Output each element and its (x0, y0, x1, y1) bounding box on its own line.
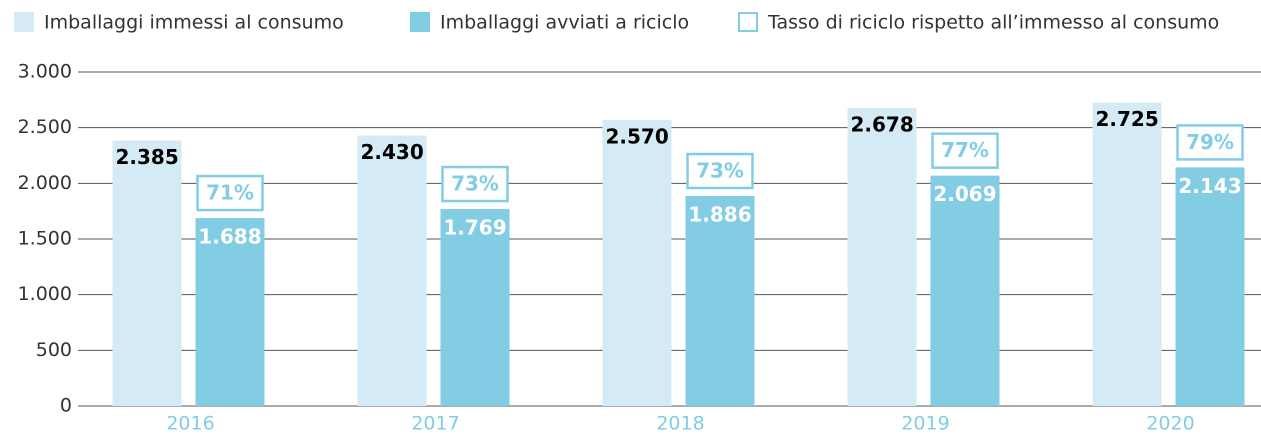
y-tick-label: 1.500 (18, 228, 72, 250)
rate-box (441, 165, 509, 203)
x-tick-label: 2020 (1146, 413, 1194, 435)
y-tick-label: 2.500 (18, 116, 72, 138)
bar (685, 196, 755, 406)
rate-box (1176, 124, 1244, 161)
data-label: 2.143 (1178, 174, 1241, 198)
bar (112, 140, 182, 406)
bar (1175, 167, 1245, 406)
data-label: 2.678 (851, 112, 914, 136)
data-label: 2.725 (1096, 107, 1159, 131)
y-tick-label: 1.000 (18, 283, 72, 305)
rate-label: 71% (206, 181, 254, 205)
legend-swatch (410, 12, 430, 32)
data-label: 1.886 (688, 203, 751, 227)
y-tick-label: 0 (60, 395, 72, 417)
bar (847, 107, 917, 406)
rate-label: 79% (1186, 130, 1234, 154)
bar (357, 135, 427, 406)
rate-label: 77% (941, 138, 989, 162)
legend-swatch (738, 12, 758, 32)
legend-label: Imballaggi immessi al consumo (44, 12, 344, 34)
data-label: 1.688 (198, 225, 261, 249)
data-label: 2.385 (116, 145, 179, 169)
bar (930, 175, 1000, 406)
data-label: 1.769 (443, 216, 506, 240)
legend-label: Imballaggi avviati a riciclo (440, 12, 689, 34)
data-label: 2.570 (606, 124, 669, 148)
legend-swatch (14, 12, 34, 32)
rate-label: 73% (696, 159, 744, 183)
rate-box (931, 132, 999, 169)
bar (1092, 102, 1162, 406)
y-tick-label: 500 (36, 339, 72, 361)
data-label: 2.069 (933, 182, 996, 206)
bar (602, 119, 672, 406)
y-tick-label: 3.000 (18, 61, 72, 83)
rate-box (686, 152, 754, 190)
x-tick-label: 2016 (166, 413, 214, 435)
x-tick-label: 2019 (901, 413, 949, 435)
data-label: 2.430 (361, 140, 424, 164)
y-tick-label: 2.000 (18, 172, 72, 194)
rate-label: 73% (451, 172, 499, 196)
x-tick-label: 2017 (411, 413, 459, 435)
legend-label: Tasso di riciclo rispetto all’immesso al… (767, 12, 1219, 34)
bar (440, 209, 510, 406)
x-tick-label: 2018 (656, 413, 704, 435)
bar (195, 218, 265, 406)
rate-box (196, 174, 264, 212)
